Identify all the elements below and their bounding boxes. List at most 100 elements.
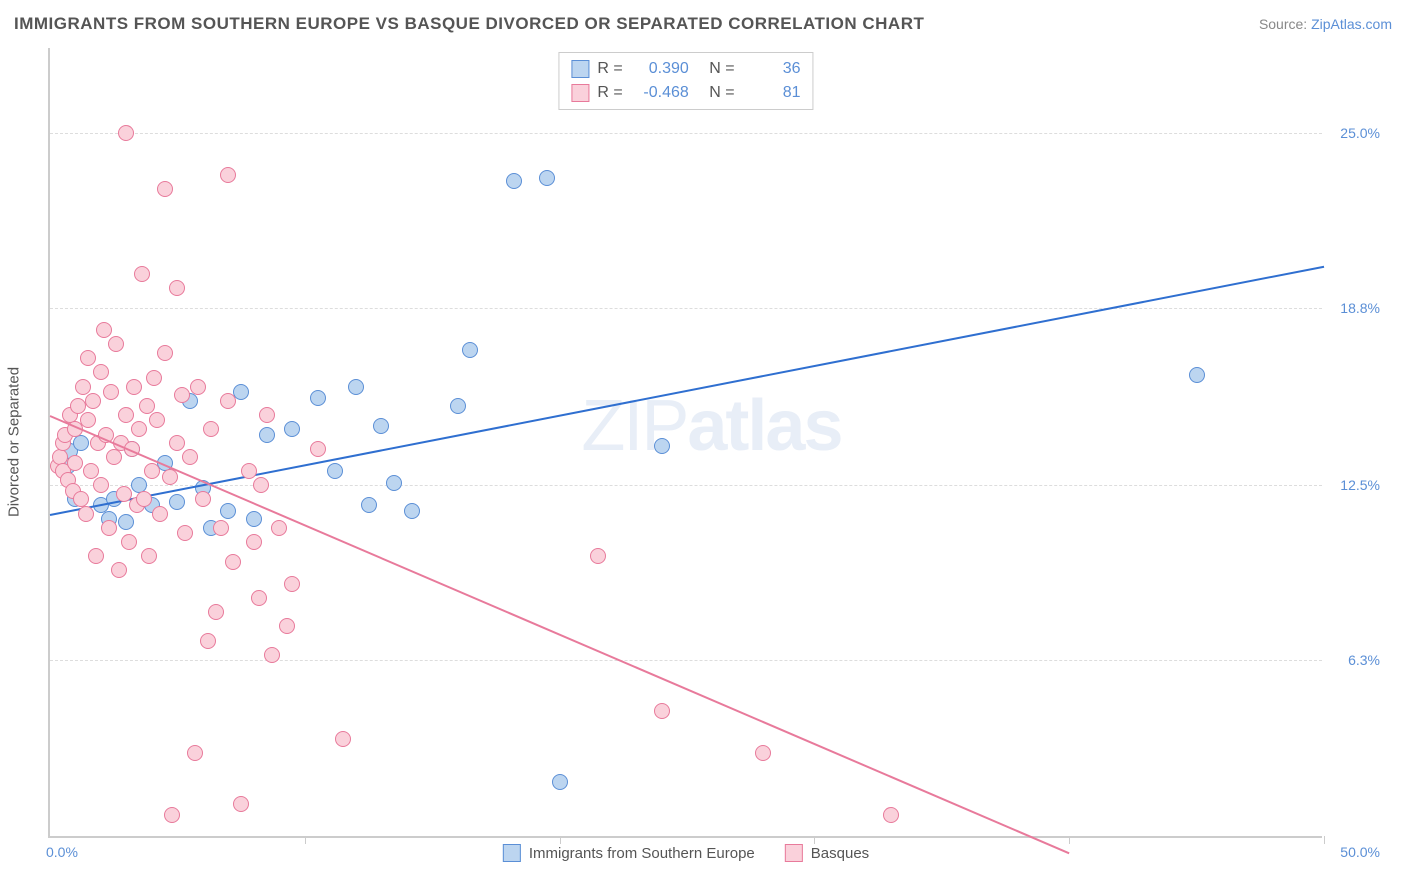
scatter-point bbox=[220, 167, 236, 183]
scatter-point bbox=[203, 421, 219, 437]
scatter-point bbox=[187, 745, 203, 761]
scatter-point bbox=[195, 491, 211, 507]
scatter-point bbox=[310, 390, 326, 406]
legend-square-blue-icon bbox=[503, 844, 521, 862]
scatter-point bbox=[462, 342, 478, 358]
scatter-point bbox=[131, 421, 147, 437]
x-tick bbox=[1324, 836, 1325, 844]
scatter-point bbox=[146, 370, 162, 386]
scatter-point bbox=[73, 435, 89, 451]
correlation-stats-box: R = 0.390 N = 36 R = -0.468 N = 81 bbox=[558, 52, 813, 110]
legend-label-blue: Immigrants from Southern Europe bbox=[529, 845, 755, 862]
n-label: N = bbox=[709, 57, 734, 81]
scatter-point bbox=[93, 477, 109, 493]
scatter-point bbox=[103, 384, 119, 400]
source-attribution: Source: ZipAtlas.com bbox=[1259, 16, 1392, 32]
scatter-point bbox=[118, 514, 134, 530]
watermark-light: ZIP bbox=[581, 386, 687, 466]
scatter-point bbox=[118, 125, 134, 141]
scatter-point bbox=[111, 562, 127, 578]
y-axis-label: Divorced or Separated bbox=[6, 367, 23, 517]
legend-item-pink: Basques bbox=[785, 844, 869, 862]
legend-square-pink-icon bbox=[785, 844, 803, 862]
chart-container: ZIPatlas Divorced or Separated R = 0.390… bbox=[48, 48, 1388, 838]
source-link[interactable]: ZipAtlas.com bbox=[1311, 16, 1392, 32]
r-value-pink: -0.468 bbox=[631, 81, 689, 105]
scatter-point bbox=[169, 435, 185, 451]
scatter-point bbox=[208, 604, 224, 620]
scatter-point bbox=[310, 441, 326, 457]
scatter-point bbox=[404, 503, 420, 519]
scatter-point bbox=[157, 345, 173, 361]
scatter-point bbox=[177, 525, 193, 541]
legend-square-blue bbox=[571, 60, 589, 78]
scatter-point bbox=[85, 393, 101, 409]
scatter-point bbox=[552, 774, 568, 790]
scatter-point bbox=[361, 497, 377, 513]
stats-row-pink: R = -0.468 N = 81 bbox=[571, 81, 800, 105]
legend-item-blue: Immigrants from Southern Europe bbox=[503, 844, 755, 862]
scatter-point bbox=[144, 463, 160, 479]
x-tick bbox=[1069, 836, 1070, 844]
scatter-point bbox=[373, 418, 389, 434]
y-tick-label: 12.5% bbox=[1340, 477, 1380, 493]
scatter-point bbox=[121, 534, 137, 550]
plot-area: ZIPatlas Divorced or Separated R = 0.390… bbox=[48, 48, 1322, 838]
scatter-point bbox=[200, 633, 216, 649]
watermark-bold: atlas bbox=[687, 386, 841, 466]
scatter-point bbox=[220, 503, 236, 519]
stats-row-blue: R = 0.390 N = 36 bbox=[571, 57, 800, 81]
gridline-h bbox=[50, 133, 1322, 134]
watermark: ZIPatlas bbox=[581, 385, 841, 467]
scatter-point bbox=[220, 393, 236, 409]
scatter-point bbox=[182, 449, 198, 465]
scatter-point bbox=[279, 618, 295, 634]
scatter-point bbox=[654, 438, 670, 454]
scatter-point bbox=[134, 266, 150, 282]
scatter-point bbox=[225, 554, 241, 570]
legend-square-pink bbox=[571, 84, 589, 102]
scatter-point bbox=[271, 520, 287, 536]
y-tick-label: 6.3% bbox=[1348, 652, 1380, 668]
scatter-point bbox=[284, 576, 300, 592]
scatter-point bbox=[106, 449, 122, 465]
scatter-point bbox=[83, 463, 99, 479]
scatter-point bbox=[259, 407, 275, 423]
scatter-point bbox=[251, 590, 267, 606]
scatter-point bbox=[101, 520, 117, 536]
scatter-point bbox=[450, 398, 466, 414]
scatter-point bbox=[755, 745, 771, 761]
scatter-point bbox=[590, 548, 606, 564]
x-axis-min-label: 0.0% bbox=[46, 844, 78, 860]
scatter-point bbox=[241, 463, 257, 479]
scatter-point bbox=[190, 379, 206, 395]
chart-title: IMMIGRANTS FROM SOUTHERN EUROPE VS BASQU… bbox=[14, 14, 924, 34]
scatter-point bbox=[386, 475, 402, 491]
scatter-point bbox=[284, 421, 300, 437]
gridline-h bbox=[50, 308, 1322, 309]
r-value-blue: 0.390 bbox=[631, 57, 689, 81]
scatter-point bbox=[327, 463, 343, 479]
scatter-point bbox=[108, 336, 124, 352]
scatter-point bbox=[169, 280, 185, 296]
scatter-point bbox=[80, 412, 96, 428]
n-label: N = bbox=[709, 81, 734, 105]
legend-bottom: Immigrants from Southern Europe Basques bbox=[503, 844, 869, 862]
scatter-point bbox=[164, 807, 180, 823]
scatter-point bbox=[70, 398, 86, 414]
n-value-blue: 36 bbox=[743, 57, 801, 81]
scatter-point bbox=[233, 796, 249, 812]
scatter-point bbox=[264, 647, 280, 663]
scatter-point bbox=[348, 379, 364, 395]
scatter-point bbox=[78, 506, 94, 522]
scatter-point bbox=[654, 703, 670, 719]
gridline-h bbox=[50, 485, 1322, 486]
legend-label-pink: Basques bbox=[811, 845, 869, 862]
x-axis-max-label: 50.0% bbox=[1340, 844, 1380, 860]
scatter-point bbox=[539, 170, 555, 186]
scatter-point bbox=[141, 548, 157, 564]
scatter-point bbox=[506, 173, 522, 189]
scatter-point bbox=[883, 807, 899, 823]
y-tick-label: 25.0% bbox=[1340, 125, 1380, 141]
scatter-point bbox=[253, 477, 269, 493]
